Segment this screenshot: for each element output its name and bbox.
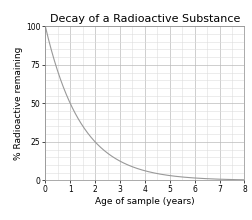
Title: Decay of a Radioactive Substance: Decay of a Radioactive Substance <box>50 14 240 24</box>
X-axis label: Age of sample (years): Age of sample (years) <box>95 197 195 206</box>
Y-axis label: % Radioactive remaining: % Radioactive remaining <box>14 47 23 160</box>
